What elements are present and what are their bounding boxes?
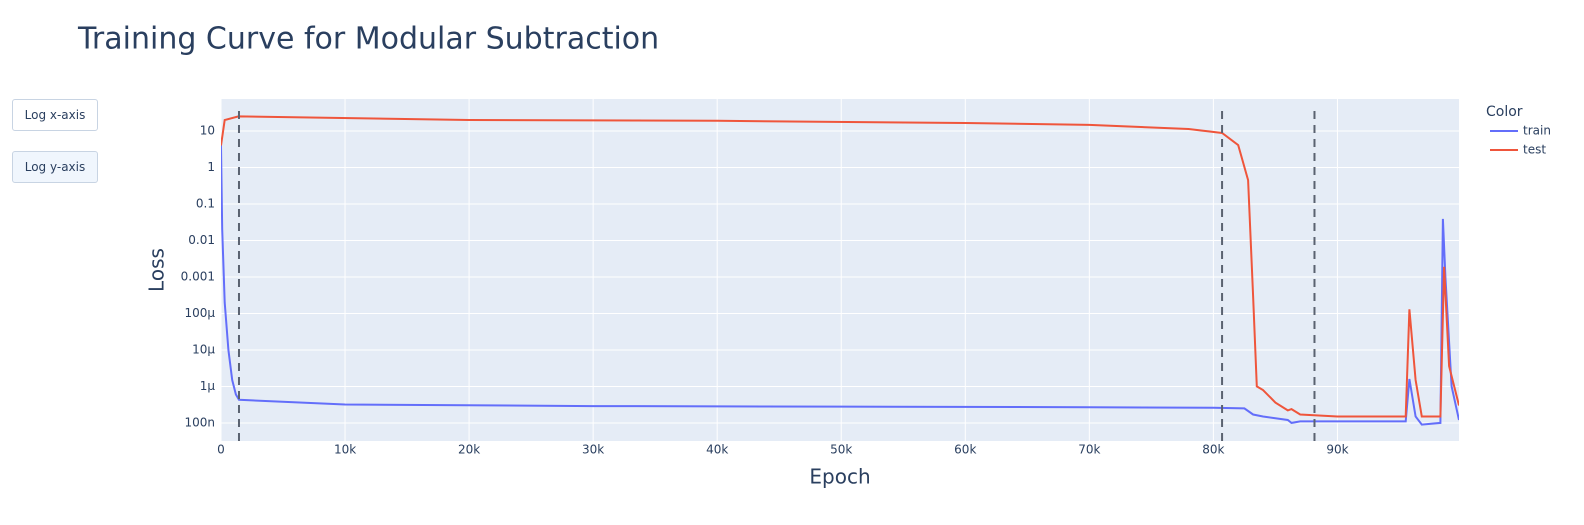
legend-label: test [1523, 143, 1546, 157]
y-tick-label: 1μ [200, 379, 216, 393]
y-tick-label: 0.01 [188, 233, 215, 247]
x-tick-label: 90k [1326, 443, 1348, 457]
line-series [221, 145, 1459, 426]
x-tick-label: 70k [1078, 443, 1100, 457]
line-series [221, 115, 1459, 418]
x-tick-label: 0 [217, 443, 225, 457]
y-axis-title: Loss [145, 248, 169, 292]
x-tick-label: 20k [458, 443, 480, 457]
x-tick-label: 40k [706, 443, 728, 457]
x-tick-label: 60k [954, 443, 976, 457]
x-tick-label: 10k [334, 443, 356, 457]
y-tick-label: 10μ [192, 342, 215, 356]
y-tick-label: 10 [200, 123, 215, 137]
x-tick-label: 80k [1202, 443, 1224, 457]
x-axis-title: Epoch [809, 465, 870, 489]
y-tick-label: 1 [207, 160, 215, 174]
log-y-button[interactable]: Log y-axis [12, 151, 98, 183]
plot-background [221, 99, 1459, 441]
y-tick-label: 100μ [184, 306, 215, 320]
log-x-button[interactable]: Log x-axis [12, 99, 98, 131]
y-tick-label: 0.001 [181, 269, 215, 283]
plot-area: 100n 1μ 10μ 100μ 0.001 0.01 0.1 1 10 0 10k 20k 30k 40… [181, 99, 1551, 457]
y-tick-label: 100n [184, 415, 215, 429]
legend-title: Color [1486, 104, 1523, 120]
legend-label: train [1523, 124, 1551, 138]
x-tick-label: 50k [830, 443, 852, 457]
x-tick-label: 30k [582, 443, 604, 457]
y-tick-label: 0.1 [196, 196, 215, 210]
chart-title: Training Curve for Modular Subtraction [77, 22, 659, 57]
